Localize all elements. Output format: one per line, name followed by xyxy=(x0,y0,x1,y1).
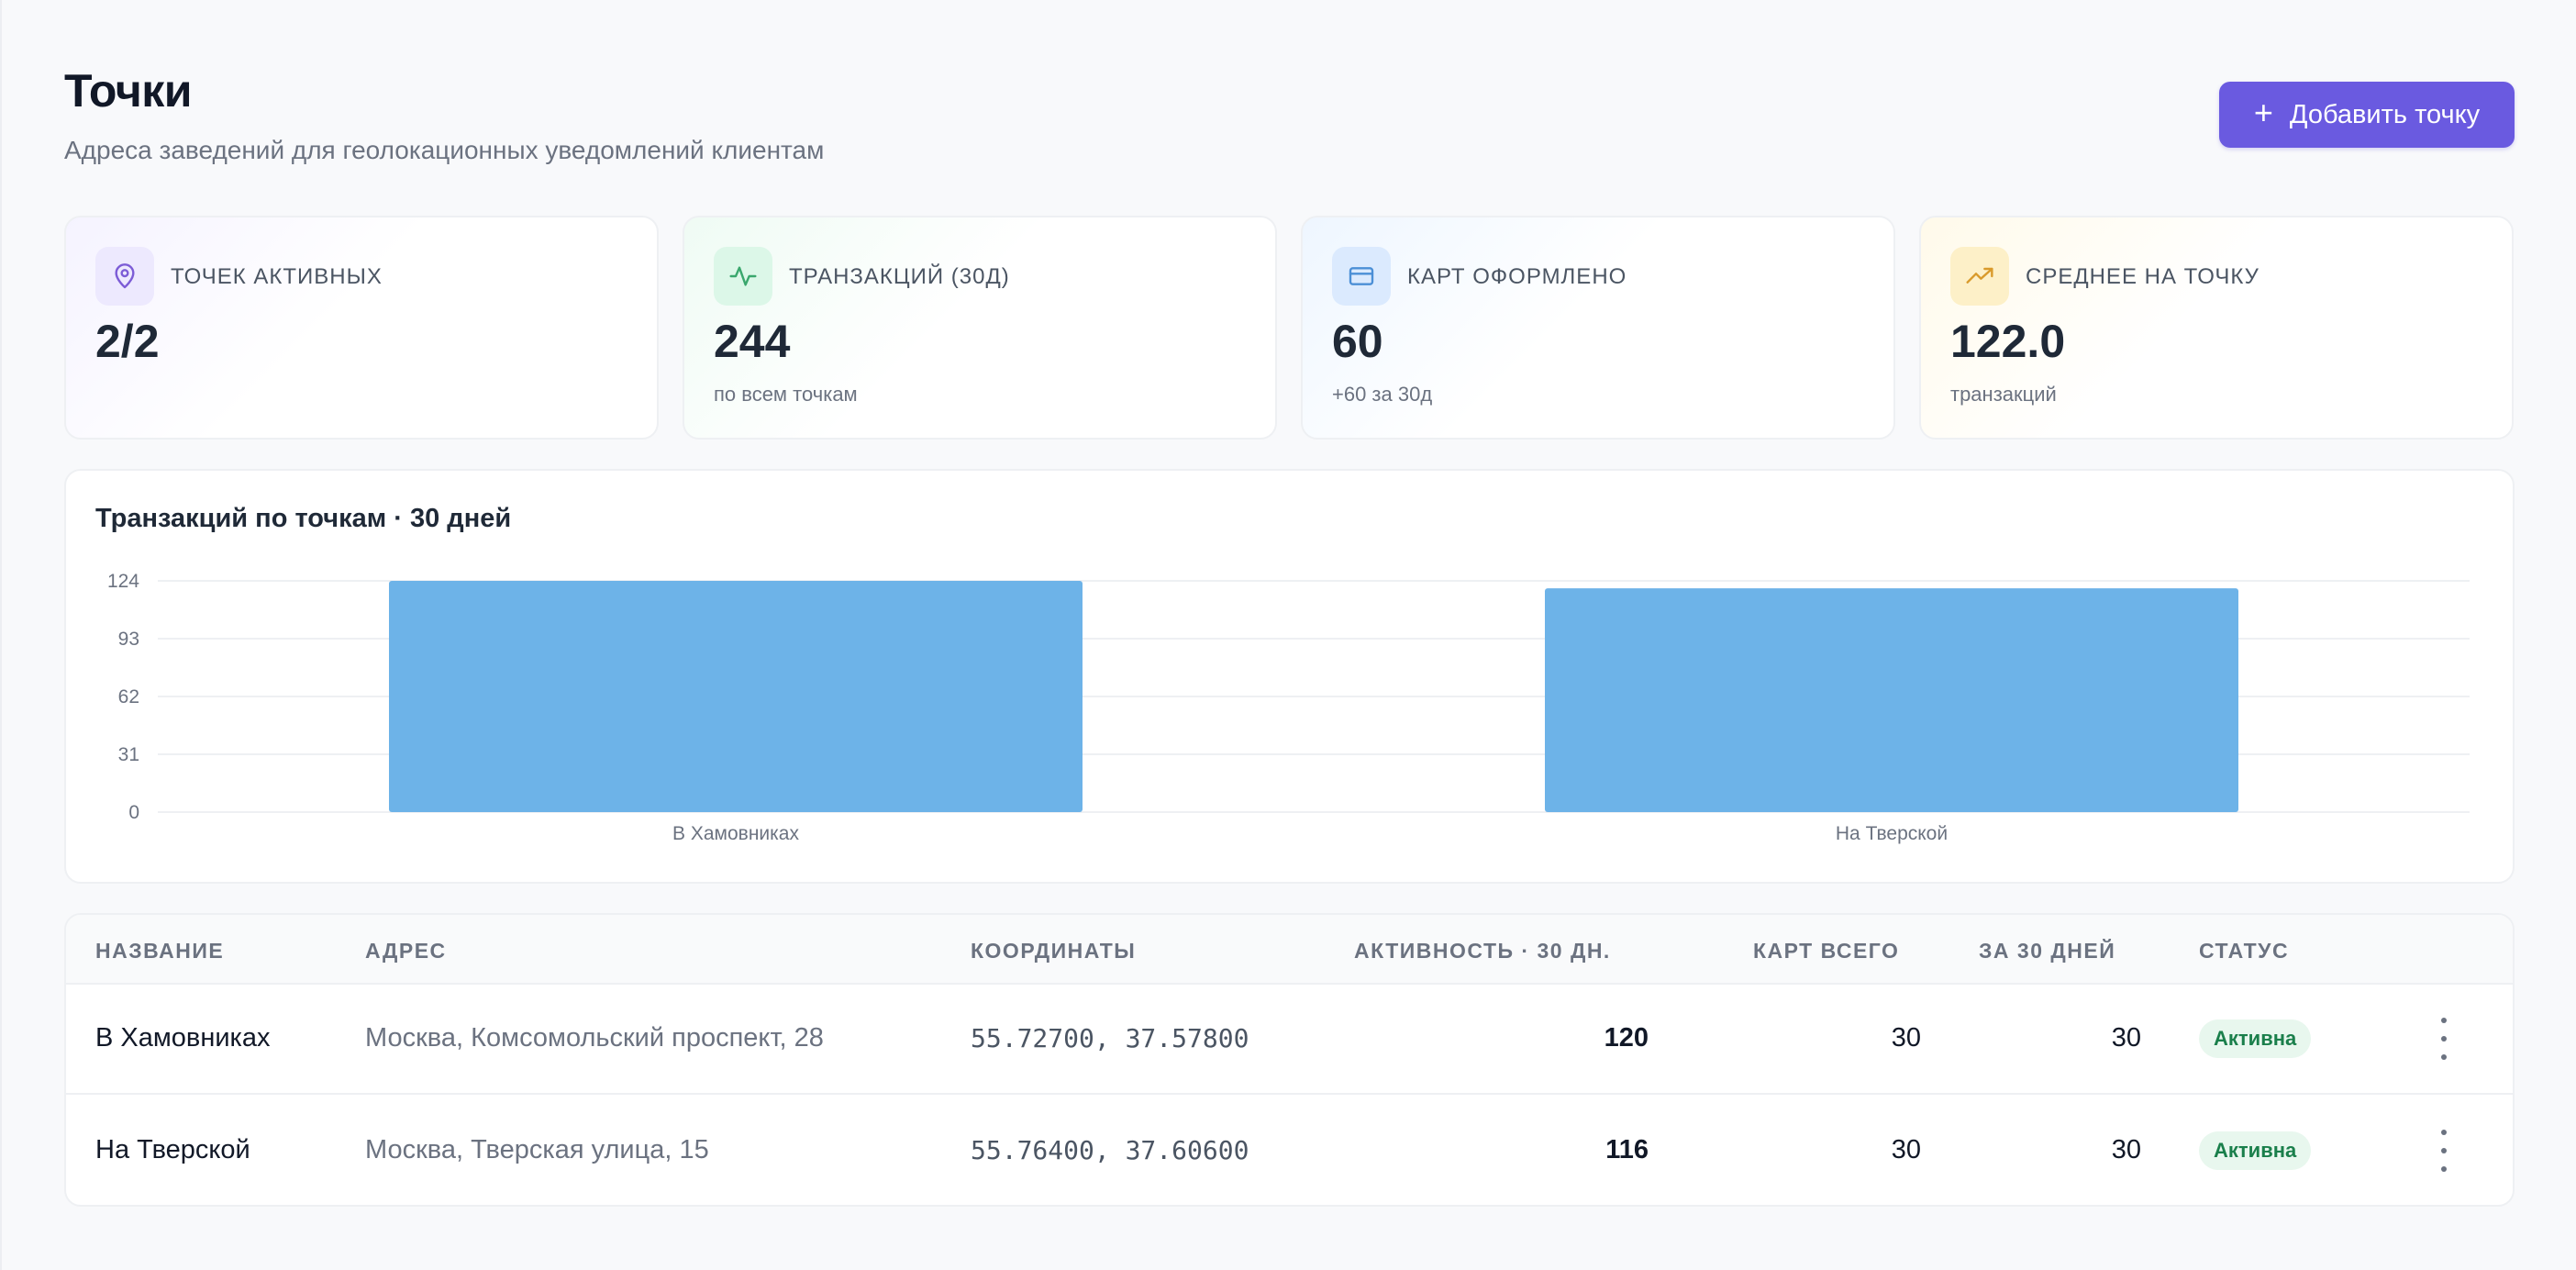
chart-title: Транзакций по точкам · 30 дней xyxy=(95,504,512,533)
header-activity[interactable]: АКТИВНОСТЬ · 30 ДН. xyxy=(1354,939,1611,963)
header-address[interactable]: АДРЕС xyxy=(365,939,447,963)
point-cards-total: 30 xyxy=(1891,1023,1921,1053)
point-activity: 120 xyxy=(1604,1023,1649,1053)
stat-label: КАРТ ОФОРМЛЕНО xyxy=(1407,264,1627,289)
x-tick-label: В Хамовниках xyxy=(672,823,799,844)
x-tick-label: На Тверской xyxy=(1836,823,1948,844)
y-tick-label: 31 xyxy=(118,744,139,765)
stat-label: ТОЧЕК АКТИВНЫХ xyxy=(171,264,383,289)
stat-note: по всем точкам xyxy=(714,383,858,406)
stat-note: транзакций xyxy=(1950,383,2057,406)
header-cards-30d[interactable]: ЗА 30 ДНЕЙ xyxy=(1979,939,2116,963)
points-table: НАЗВАНИЕ АДРЕС КООРДИНАТЫ АКТИВНОСТЬ · 3… xyxy=(64,913,2515,1207)
header-coordinates[interactable]: КООРДИНАТЫ xyxy=(971,939,1137,963)
stat-note: +60 за 30д xyxy=(1332,383,1433,406)
table-row[interactable]: В Хамовниках Москва, Комсомольский просп… xyxy=(66,985,2513,1095)
point-coordinates: 55.76400, 37.60600 xyxy=(971,1135,1249,1165)
stat-value: 122.0 xyxy=(1950,316,2066,367)
transactions-bar-chart: 0 31 62 93 124 В Хамовниках На Тверской xyxy=(107,571,2470,844)
status-badge: Активна xyxy=(2199,1019,2312,1058)
point-cards-30d: 30 xyxy=(2111,1023,2141,1053)
activity-icon xyxy=(714,247,772,306)
bar xyxy=(389,581,1083,812)
stat-label: ТРАНЗАКЦИЙ (30Д) xyxy=(789,264,1010,289)
header-cards-total[interactable]: КАРТ ВСЕГО xyxy=(1753,939,1900,963)
table-row[interactable]: На Тверской Москва, Тверская улица, 15 5… xyxy=(66,1097,2513,1205)
point-name: На Тверской xyxy=(95,1135,250,1164)
stat-card-active-points: ТОЧЕК АКТИВНЫХ 2/2 xyxy=(64,216,659,440)
point-name: В Хамовниках xyxy=(95,1023,271,1053)
plus-icon: + xyxy=(2253,94,2273,131)
status-badge: Активна xyxy=(2199,1131,2312,1170)
header-status[interactable]: СТАТУС xyxy=(2199,939,2290,963)
add-point-label: Добавить точку xyxy=(2289,99,2481,129)
y-tick-label: 0 xyxy=(128,802,139,823)
page-subtitle: Адреса заведений для геолокационных увед… xyxy=(64,136,825,164)
y-tick-label: 62 xyxy=(118,686,139,707)
point-address: Москва, Тверская улица, 15 xyxy=(365,1135,709,1164)
stat-value: 2/2 xyxy=(95,316,160,367)
point-cards-total: 30 xyxy=(1891,1135,1921,1164)
more-vertical-icon[interactable] xyxy=(2435,1018,2453,1060)
transactions-chart-card: Транзакций по точкам · 30 дней 0 31 62 93 12… xyxy=(64,469,2515,884)
page-title: Точки xyxy=(64,65,192,117)
more-vertical-icon[interactable] xyxy=(2435,1130,2453,1172)
point-cards-30d: 30 xyxy=(2111,1135,2141,1164)
stat-card-transactions: ТРАНЗАКЦИЙ (30Д) 244 по всем точкам xyxy=(683,216,1277,440)
header-name[interactable]: НАЗВАНИЕ xyxy=(95,939,225,963)
map-pin-icon xyxy=(95,247,154,306)
bar xyxy=(1545,588,2238,812)
y-tick-label: 93 xyxy=(118,629,139,650)
stat-card-average-per-point: СРЕДНЕЕ НА ТОЧКУ 122.0 транзакций xyxy=(1919,216,2514,440)
credit-card-icon xyxy=(1332,247,1391,306)
stat-card-cards-issued: КАРТ ОФОРМЛЕНО 60 +60 за 30д xyxy=(1301,216,1895,440)
point-coordinates: 55.72700, 37.57800 xyxy=(971,1023,1249,1053)
point-activity: 116 xyxy=(1605,1135,1649,1164)
stat-label: СРЕДНЕЕ НА ТОЧКУ xyxy=(2026,264,2260,289)
stat-value: 244 xyxy=(714,316,791,367)
trending-up-icon xyxy=(1950,247,2009,306)
table-header: НАЗВАНИЕ АДРЕС КООРДИНАТЫ АКТИВНОСТЬ · 3… xyxy=(66,915,2513,985)
add-point-button[interactable]: + Добавить точку xyxy=(2219,82,2515,148)
y-tick-label: 124 xyxy=(107,571,139,592)
point-address: Москва, Комсомольский проспект, 28 xyxy=(365,1023,824,1053)
stat-value: 60 xyxy=(1332,316,1383,367)
